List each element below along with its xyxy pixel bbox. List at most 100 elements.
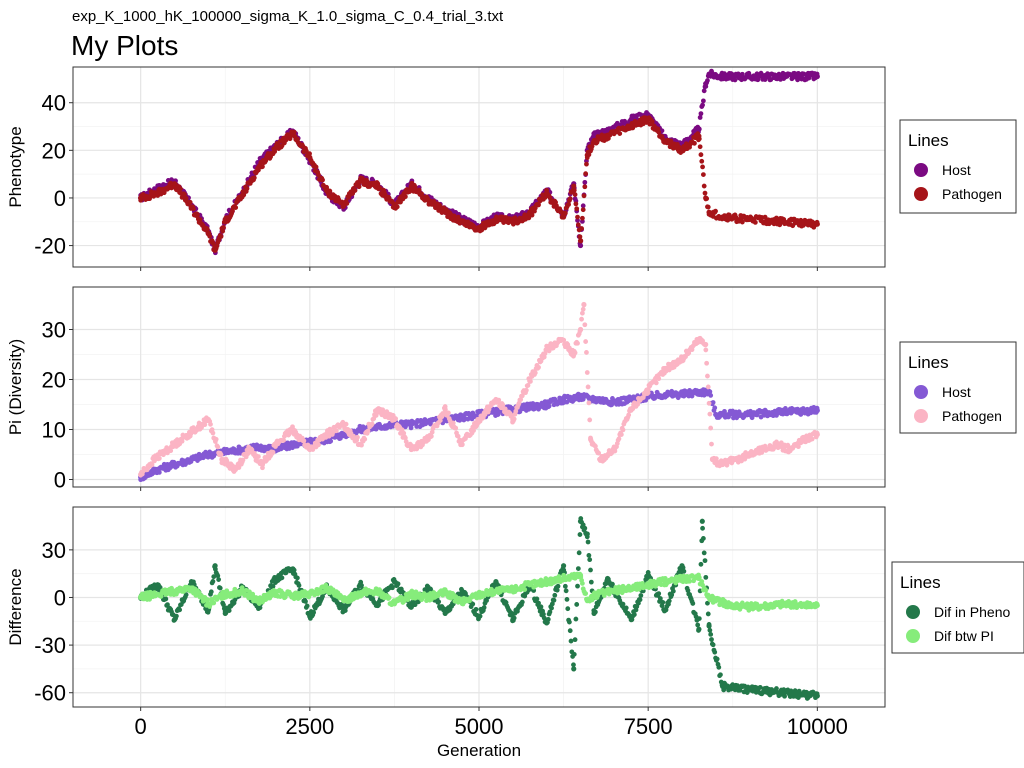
data-point [374, 588, 381, 594]
data-point [374, 601, 381, 607]
data-point [425, 585, 431, 591]
legend-key [914, 163, 928, 177]
data-point [493, 396, 499, 403]
data-point [205, 601, 211, 607]
data-point [290, 566, 296, 572]
data-point [814, 221, 820, 227]
data-point [154, 582, 161, 588]
data-point [747, 216, 753, 222]
data-point [645, 386, 651, 393]
data-point [747, 604, 753, 610]
data-point [628, 617, 634, 623]
data-point [571, 666, 577, 672]
data-point [696, 126, 702, 132]
data-point [706, 71, 712, 77]
data-point [720, 214, 726, 220]
data-point [341, 598, 347, 604]
data-point [611, 446, 617, 453]
data-point [703, 81, 709, 87]
data-point [611, 588, 617, 594]
x-tick-label: 5000 [455, 714, 504, 739]
data-point [577, 518, 584, 524]
data-point [239, 192, 245, 199]
data-point [787, 446, 793, 453]
data-point [696, 575, 702, 582]
data-point [560, 396, 567, 403]
panels: -20 0 20 40 Phenotype Lines Host Pathogen 0 10 20 3… [6, 66, 1024, 760]
data-point [560, 563, 567, 569]
data-point [696, 626, 702, 632]
data-point [171, 588, 178, 594]
data-point [273, 590, 279, 596]
data-point [544, 579, 550, 585]
data-point [544, 346, 550, 353]
legend-label: Dif btw PI [934, 628, 994, 644]
data-point [178, 436, 184, 443]
data-point [814, 602, 820, 609]
data-point [425, 436, 431, 443]
data-point [188, 456, 195, 463]
legend-label: Pathogen [942, 408, 1002, 424]
data-point [510, 219, 516, 225]
series-dif-btw-pi [138, 571, 820, 613]
data-point [797, 602, 804, 609]
data-point [357, 441, 364, 448]
data-point [720, 683, 726, 689]
grid [73, 287, 885, 487]
series-pathogen [138, 115, 820, 253]
data-point [747, 451, 753, 458]
data-point [459, 588, 465, 594]
data-point [493, 409, 499, 415]
data-point [527, 404, 533, 410]
legend-key [906, 605, 920, 619]
legend-label: Pathogen [942, 186, 1002, 202]
data-point [706, 209, 712, 215]
data-point [476, 613, 482, 620]
data-point [459, 414, 465, 420]
data-point [138, 471, 144, 478]
data-point [151, 456, 157, 463]
data-point [476, 416, 482, 423]
data-point [256, 604, 262, 610]
data-point [679, 391, 685, 398]
series-dif-in-pheno [138, 516, 820, 701]
data-point [408, 446, 414, 453]
data-point [442, 590, 448, 596]
data-point [307, 154, 313, 161]
data-point [222, 591, 228, 597]
data-point [476, 591, 482, 597]
data-point [814, 431, 820, 438]
data-point [154, 466, 161, 473]
data-point [645, 572, 651, 578]
legend-title: Lines [908, 353, 949, 372]
panel-1: -20 0 20 40 Phenotype Lines Host Pathogen [6, 66, 1017, 271]
data-point [374, 183, 381, 189]
data-point [706, 389, 712, 395]
data-point [192, 426, 198, 433]
y-tick-label: 10 [42, 418, 66, 443]
y-tick-label: 40 [42, 91, 66, 116]
data-point [408, 591, 414, 597]
data-point [357, 590, 364, 596]
data-point [662, 607, 668, 613]
series-pathogen [138, 301, 820, 478]
data-point [232, 466, 238, 473]
data-point [594, 591, 601, 597]
data-point [391, 416, 398, 423]
data-point [205, 451, 211, 458]
data-point [357, 582, 364, 588]
data-point [357, 178, 364, 184]
data-point [801, 436, 807, 443]
y-tick-label: 20 [42, 368, 66, 393]
data-point [713, 411, 719, 418]
data-point [577, 238, 584, 244]
data-point [763, 602, 770, 609]
data-point [256, 444, 262, 450]
data-point [256, 164, 262, 170]
y-axis-label: Difference [6, 568, 25, 645]
data-point [138, 195, 144, 201]
data-point [588, 436, 594, 443]
data-point [628, 396, 634, 403]
y-tick-label: 30 [42, 318, 66, 343]
x-axis-label: Generation [437, 741, 521, 760]
